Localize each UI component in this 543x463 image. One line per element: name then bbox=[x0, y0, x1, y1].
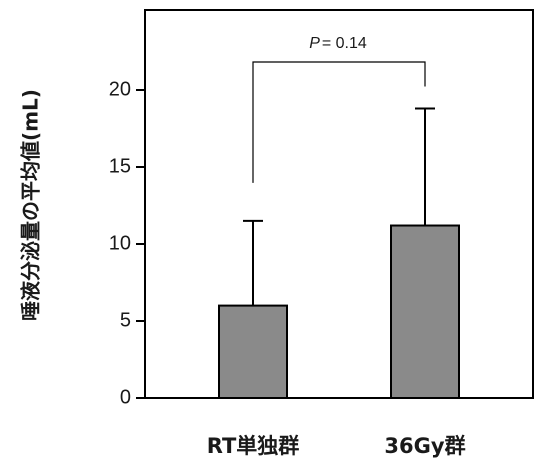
bars bbox=[218, 107, 460, 400]
y-axis-ticks: 0 5 10 15 20 bbox=[109, 78, 145, 408]
y-tick-label: 20 bbox=[109, 78, 131, 100]
x-category-label: 36Gy群 bbox=[384, 434, 465, 458]
bar bbox=[218, 304, 288, 400]
p-value-label: P = 0.14 bbox=[309, 35, 367, 52]
y-tick-label: 5 bbox=[120, 309, 131, 331]
significance-bracket bbox=[252, 61, 426, 183]
y-tick-label: 15 bbox=[109, 155, 131, 177]
x-category-label: RT単独群 bbox=[207, 434, 300, 458]
x-axis-categories: RT単独群 36Gy群 bbox=[207, 434, 466, 458]
y-tick-label: 10 bbox=[109, 232, 131, 254]
y-tick-label: 0 bbox=[120, 386, 131, 408]
p-value-text: = 0.14 bbox=[322, 35, 367, 52]
bar bbox=[390, 224, 460, 399]
y-axis-title: 唾液分泌量の平均値(mL) bbox=[19, 89, 43, 321]
p-value-prefix: P bbox=[309, 35, 320, 52]
plot-frame bbox=[144, 9, 534, 399]
